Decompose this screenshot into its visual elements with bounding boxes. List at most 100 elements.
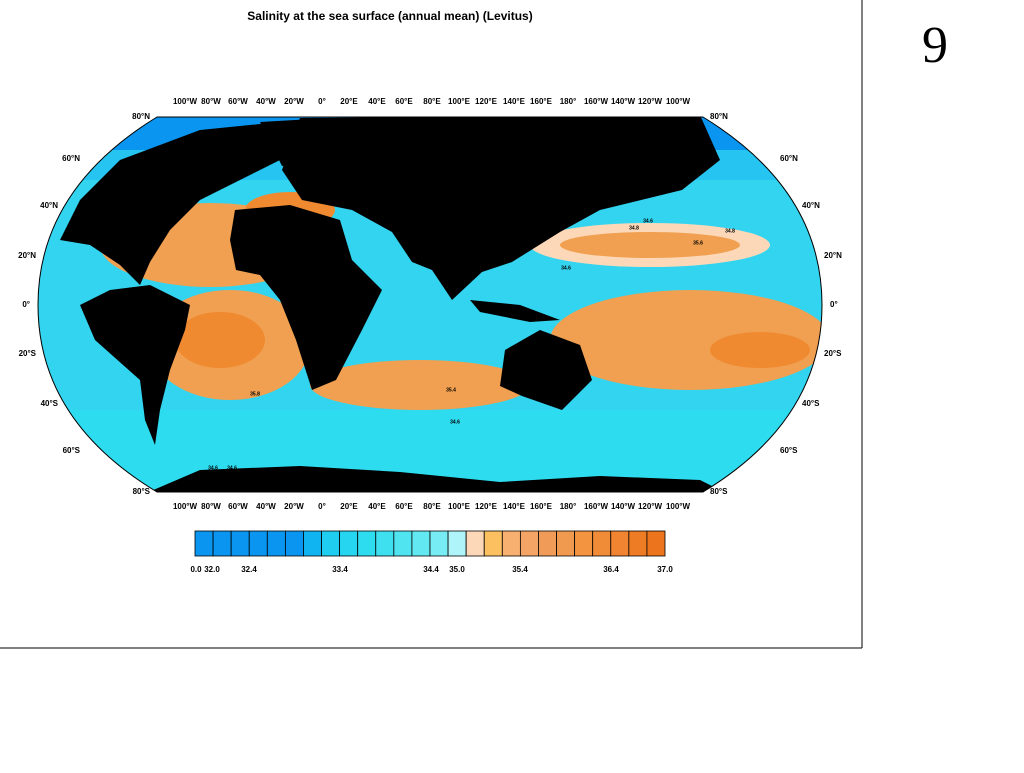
colorbar-box <box>592 530 612 557</box>
map-title: Salinity at the sea surface (annual mean… <box>247 9 532 23</box>
salty-region <box>175 312 265 368</box>
colorbar-box <box>574 530 594 557</box>
lat-label: 60°N <box>780 154 798 163</box>
colorbar-box <box>339 530 359 557</box>
colorbar-label: 35.0 <box>449 565 465 574</box>
lon-label: 40°E <box>368 97 386 106</box>
lon-label: 100°W <box>666 502 691 511</box>
colorbar-box <box>212 530 232 557</box>
contour-label: 34.6 <box>450 419 460 425</box>
colorbar-box <box>303 530 322 557</box>
colorbar-box <box>483 530 503 557</box>
contour-label: 34.8 <box>629 225 639 231</box>
lat-label: 20°S <box>19 349 37 358</box>
lat-label: 20°N <box>18 251 36 260</box>
lat-label: 80°N <box>132 112 150 121</box>
lon-label: 80°W <box>201 97 221 106</box>
salty-region <box>710 332 810 368</box>
contour-label: 35.8 <box>250 391 260 397</box>
contour-label: 34.6 <box>227 465 237 471</box>
lon-label: 140°W <box>611 502 636 511</box>
colorbar-box <box>248 530 268 557</box>
colorbar-box <box>321 530 341 557</box>
lon-label: 80°E <box>423 97 441 106</box>
colorbar-box <box>284 530 304 557</box>
lon-label: 40°E <box>368 502 386 511</box>
lat-label: 40°N <box>40 201 58 210</box>
colorbar-label: 35.4 <box>512 565 528 574</box>
colorbar-box <box>501 530 521 557</box>
lon-label: 60°W <box>228 502 248 511</box>
lat-label: 20°S <box>824 349 842 358</box>
colorbar-label: 32.0 <box>204 565 220 574</box>
lon-label: 100°W <box>173 502 198 511</box>
colorbar-box <box>519 530 539 557</box>
colorbar-label: 37.0 <box>657 565 673 574</box>
contour-label: 35.6 <box>693 240 703 246</box>
slide-number: 9 <box>922 17 948 74</box>
lon-label: 140°E <box>503 502 526 511</box>
colorbar-box <box>429 530 449 557</box>
contour-label: 34.6 <box>561 265 571 271</box>
lon-label: 160°W <box>584 502 609 511</box>
colorbar-box <box>194 530 214 557</box>
lat-label: 40°S <box>802 399 820 408</box>
lon-label: 160°W <box>584 97 609 106</box>
lon-label: 20°E <box>340 97 358 106</box>
lon-label: 140°E <box>503 97 526 106</box>
lon-label: 100°E <box>448 502 471 511</box>
colorbar-box <box>628 530 648 557</box>
colorbar-label: 36.4 <box>603 565 619 574</box>
colorbar-box <box>556 530 576 557</box>
lon-label: 180° <box>560 502 577 511</box>
lat-label: 60°S <box>63 446 81 455</box>
colorbar-label: 34.4 <box>423 565 439 574</box>
map <box>38 117 822 492</box>
lon-label: 20°W <box>284 97 304 106</box>
contour-label: 34.6 <box>208 465 218 471</box>
lon-label: 100°W <box>173 97 198 106</box>
lon-label: 120°E <box>475 502 498 511</box>
contour-label: 34.6 <box>643 218 653 224</box>
colorbar-box <box>411 530 431 557</box>
lat-label: 40°S <box>41 399 59 408</box>
salty-region <box>310 360 530 410</box>
colorbar-box <box>610 530 630 557</box>
lon-label: 20°E <box>340 502 358 511</box>
lon-label: 120°W <box>638 502 663 511</box>
map-border <box>37 116 823 493</box>
lon-label: 100°E <box>448 97 471 106</box>
contour-label: 35.4 <box>446 387 456 393</box>
lat-label: 80°S <box>133 487 151 496</box>
lon-label: 80°E <box>423 502 441 511</box>
colorbar-box <box>646 530 666 557</box>
colorbar-label: 33.4 <box>332 565 348 574</box>
lon-label: 160°E <box>530 97 553 106</box>
colorbar-box <box>393 530 413 557</box>
lon-label: 120°W <box>638 97 663 106</box>
lon-label: 140°W <box>611 97 636 106</box>
colorbar-box <box>266 530 286 557</box>
lat-label: 40°N <box>802 201 820 210</box>
colorbar-box <box>375 530 395 557</box>
colorbar-box <box>465 530 485 557</box>
lon-label: 0° <box>318 502 326 511</box>
lon-label: 160°E <box>530 502 553 511</box>
lon-label: 60°E <box>395 502 413 511</box>
lat-label: 60°S <box>780 446 798 455</box>
lat-label: 60°N <box>62 154 80 163</box>
colorbar-box <box>447 530 467 557</box>
colorbar: 0.0 32.0 32.4 33.4 34.4 35.0 35.4 36.4 37.0 <box>190 530 673 574</box>
lon-label: 100°W <box>666 97 691 106</box>
lon-label: 80°W <box>201 502 221 511</box>
lon-label: 40°W <box>256 502 276 511</box>
lat-label: 80°N <box>710 112 728 121</box>
lat-label: 0° <box>830 300 838 309</box>
contour-label: 34.8 <box>725 228 735 234</box>
axis-labels: 100°W100°W80°W80°W60°W60°W40°W40°W20°W20… <box>18 97 842 511</box>
lon-label: 60°W <box>228 97 248 106</box>
lat-label: 80°S <box>710 487 728 496</box>
lon-label: 60°E <box>395 97 413 106</box>
